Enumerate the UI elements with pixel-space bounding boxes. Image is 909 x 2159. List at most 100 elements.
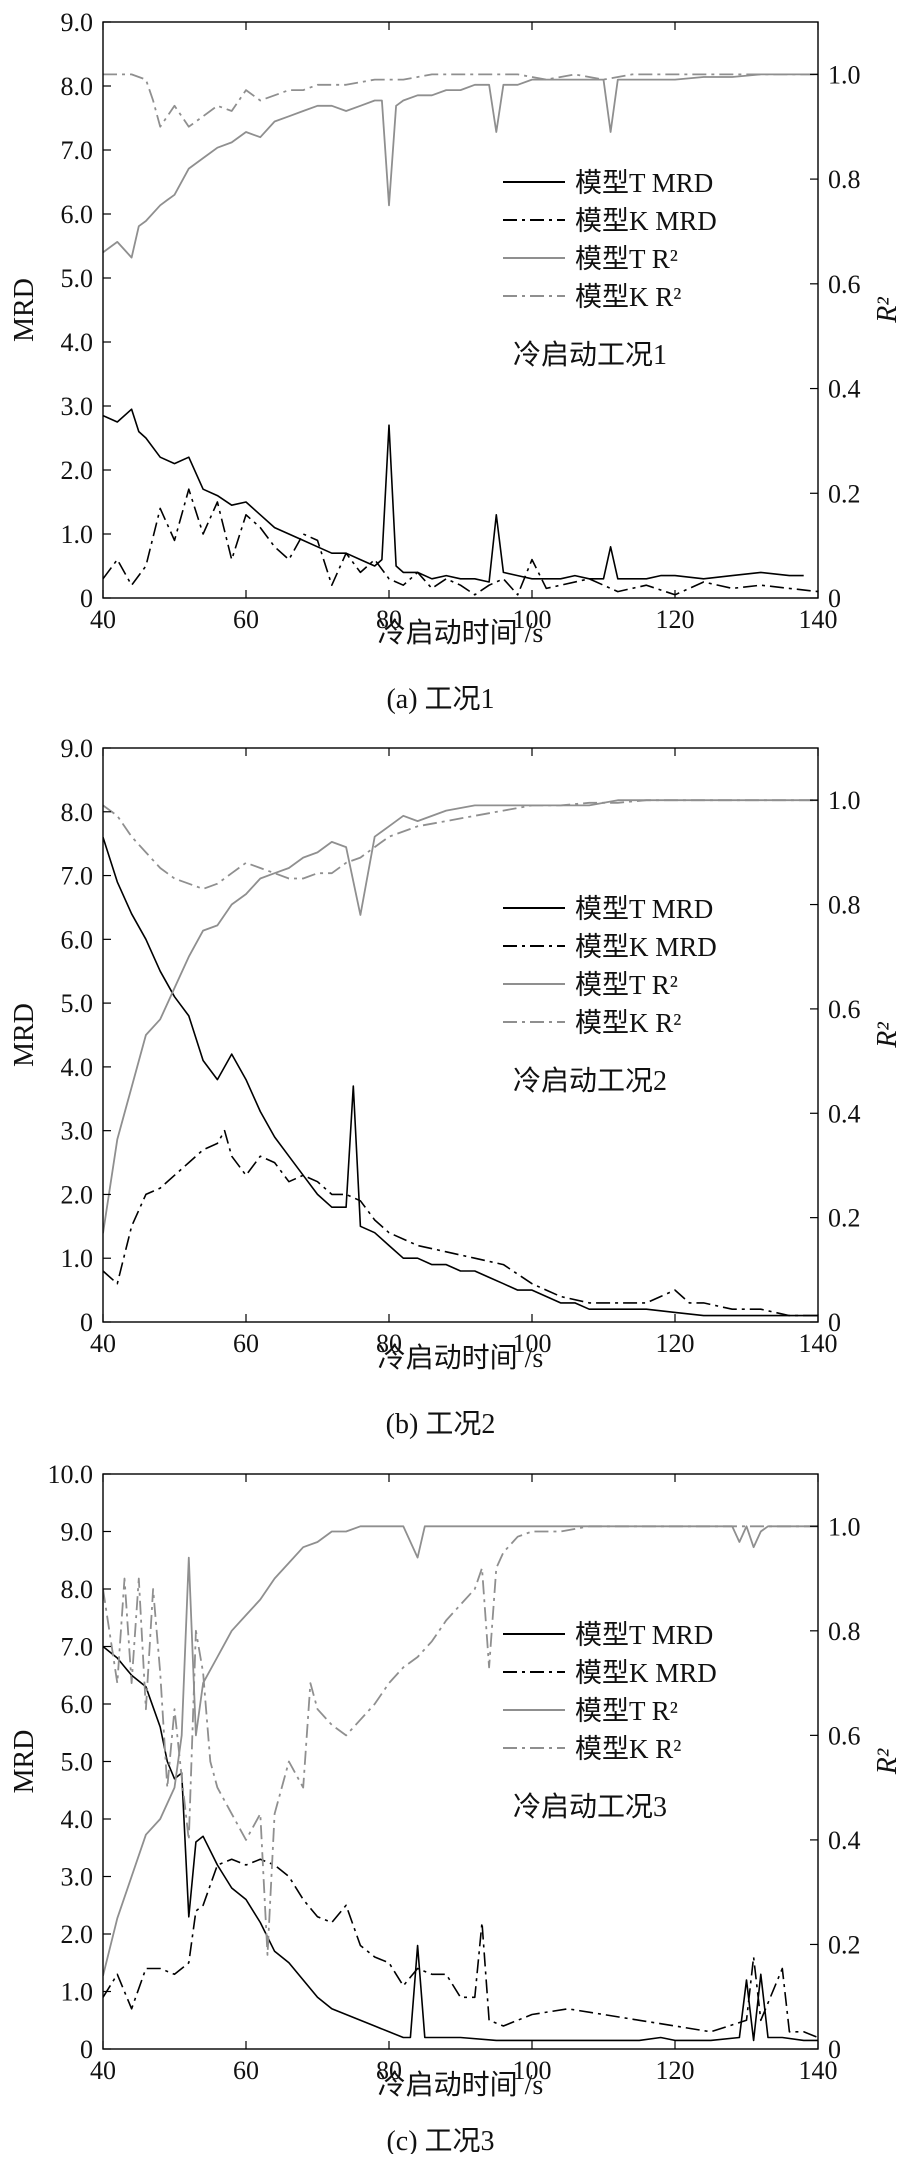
y-tick-label: 3.0 [61, 1863, 94, 1892]
y2-tick-label: 0 [828, 2035, 841, 2064]
panel-c: 40 60 80 100 120 14001.02.03.04.05.06.07.08.0… [9, 1460, 903, 2157]
series-line-b-2 [103, 799, 818, 1234]
y-tick-label: 7.0 [61, 1633, 94, 1662]
panel-b: 40 60 80 100 120 14001.02.03.04.05.06.07.08.0… [9, 734, 903, 1440]
series-group [103, 73, 818, 596]
y-tick-label: 0 [80, 1308, 93, 1337]
y-tick-label: 8.0 [61, 72, 94, 101]
y2-tick-label: 0.4 [828, 1099, 861, 1128]
x-tick-label: 100 [513, 605, 552, 634]
legend-label: 模型K MRD [575, 206, 717, 236]
x-tick-label: 40 [90, 2056, 116, 2085]
series-line-c-2 [103, 1525, 818, 1977]
panel-annotation: 冷启动工况1 [513, 339, 667, 371]
x-tick-label: 120 [656, 605, 695, 634]
x-tick-label: 140 [799, 2056, 838, 2085]
y-tick-label: 8.0 [61, 798, 94, 827]
y2-tick-label: 0.2 [828, 1930, 861, 1959]
plot-frame [102, 747, 819, 1323]
y-tick-label: 0 [80, 2035, 93, 2064]
y-tick-label: 5.0 [61, 264, 94, 293]
y-tick-label: 6.0 [61, 200, 94, 229]
series-line-b-1 [103, 1129, 818, 1317]
y2-tick-label: 1.0 [828, 1512, 861, 1541]
y-tick-label: 1.0 [61, 1978, 94, 2007]
x-tick-label: 80 [376, 605, 402, 634]
x-axis-label: 冷启动时间 /s [378, 2069, 544, 2101]
legend-label: 模型T R² [575, 1696, 678, 1726]
y-tick-label: 6.0 [61, 1690, 94, 1719]
legend-label: 模型K MRD [575, 932, 717, 962]
y-tick-label: 3.0 [61, 392, 94, 421]
y-tick-label: 7.0 [61, 862, 94, 891]
y-tick-label: 7.0 [61, 136, 94, 165]
y-tick-label: 1.0 [61, 520, 94, 549]
y-tick-label: 9.0 [61, 1518, 94, 1547]
legend-label: 模型T MRD [575, 894, 713, 924]
series-line-a-0 [103, 408, 804, 583]
y2-tick-label: 0.6 [828, 270, 861, 299]
y2-tick-label: 0.2 [828, 1204, 861, 1233]
y2-tick-label: 0 [828, 584, 841, 613]
x-tick-label: 60 [233, 605, 259, 634]
y-axis-label: MRD [9, 278, 40, 342]
legend-label: 模型K R² [575, 282, 681, 312]
y-tick-label: 4.0 [61, 1053, 94, 1082]
legend-label: 模型T R² [575, 970, 678, 1000]
series-line-a-3 [103, 73, 818, 128]
series-group [103, 799, 818, 1317]
x-tick-label: 140 [799, 1329, 838, 1358]
y-tick-label: 1.0 [61, 1244, 94, 1273]
legend-label: 模型T MRD [575, 168, 713, 198]
series-group [103, 1525, 818, 2042]
y-tick-label: 4.0 [61, 328, 94, 357]
series-line-b-0 [103, 837, 818, 1317]
y-tick-label: 9.0 [61, 8, 94, 37]
x-tick-label: 100 [513, 1329, 552, 1358]
y-tick-label: 2.0 [61, 456, 94, 485]
y-tick-label: 8.0 [61, 1575, 94, 1604]
series-line-b-3 [103, 799, 818, 890]
y2-tick-label: 1.0 [828, 786, 861, 815]
series-line-a-1 [103, 488, 818, 596]
x-tick-label: 40 [90, 605, 116, 634]
figure-caption: (b) 工况2 [386, 1409, 496, 1440]
x-tick-label: 100 [513, 2056, 552, 2085]
series-line-a-2 [103, 73, 818, 259]
x-tick-label: 60 [233, 1329, 259, 1358]
y-tick-label: 5.0 [61, 1748, 94, 1777]
y-tick-label: 10.0 [48, 1460, 94, 1489]
series-line-c-1 [103, 1858, 818, 2039]
legend: 模型T MRD 模型K MRD 模型T R² 模型K R² [503, 168, 717, 312]
figure-caption: (c) 工况3 [386, 2126, 494, 2154]
x-tick-label: 140 [799, 605, 838, 634]
legend-label: 模型T R² [575, 244, 678, 274]
figure-caption: (a) 工况1 [386, 684, 494, 715]
y-axis-label: MRD [9, 1003, 40, 1067]
x-tick-label: 120 [656, 1329, 695, 1358]
y-tick-label: 5.0 [61, 989, 94, 1018]
y2-axis-label: R² [872, 1022, 903, 1049]
y2-tick-label: 0.8 [828, 165, 861, 194]
y-tick-label: 4.0 [61, 1805, 94, 1834]
y-tick-label: 2.0 [61, 1180, 94, 1209]
x-tick-label: 60 [233, 2056, 259, 2085]
y2-tick-label: 0.6 [828, 995, 861, 1024]
x-tick-label: 40 [90, 1329, 116, 1358]
panel-annotation: 冷启动工况2 [513, 1065, 667, 1097]
y2-tick-label: 0.2 [828, 479, 861, 508]
series-line-c-3 [103, 1525, 818, 1956]
panel-annotation: 冷启动工况3 [513, 1791, 667, 1823]
y2-tick-label: 1.0 [828, 60, 861, 89]
y2-axis-label: R² [872, 297, 903, 324]
y-axis-label: MRD [9, 1730, 40, 1794]
y2-axis-label: R² [872, 1748, 903, 1775]
y2-tick-label: 0.6 [828, 1721, 861, 1750]
x-tick-label: 120 [656, 2056, 695, 2085]
y-tick-label: 6.0 [61, 925, 94, 954]
legend: 模型T MRD 模型K MRD 模型T R² 模型K R² [503, 894, 717, 1038]
x-axis-label: 冷启动时间 /s [378, 617, 544, 649]
